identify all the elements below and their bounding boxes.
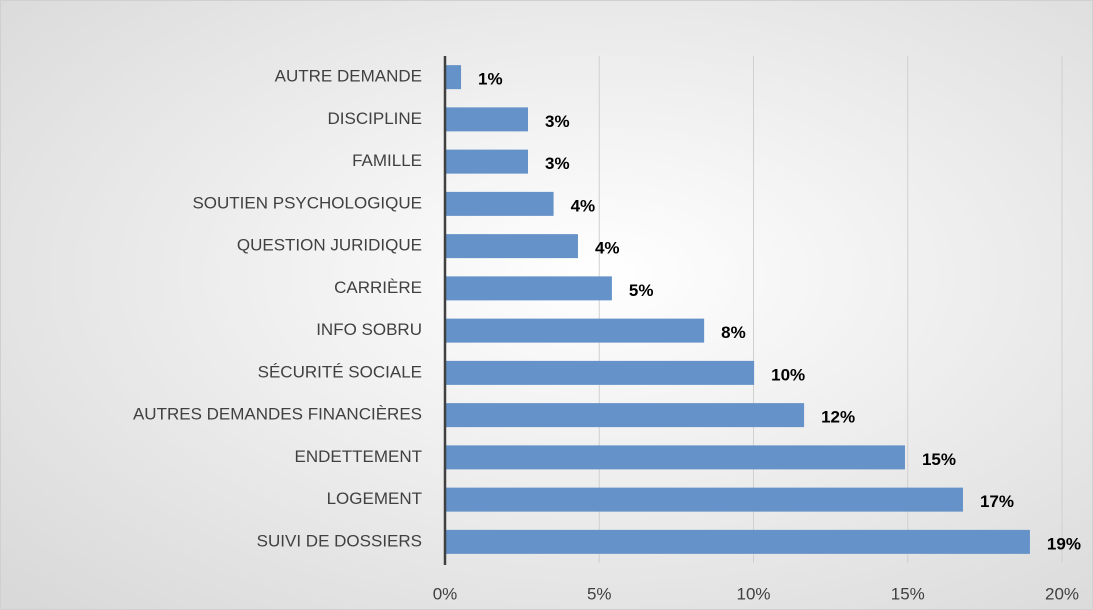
bar	[445, 234, 578, 259]
value-label: 4%	[571, 196, 596, 215]
value-label: 3%	[545, 112, 570, 131]
value-label: 8%	[721, 323, 746, 342]
value-label: 4%	[595, 239, 620, 258]
value-label: 15%	[922, 450, 956, 469]
y-tick-label: LOGEMENT	[327, 489, 422, 508]
bar	[445, 445, 905, 470]
value-label: 17%	[980, 492, 1014, 511]
y-tick-label: SUIVI DE DOSSIERS	[257, 531, 422, 550]
bar	[445, 360, 755, 385]
bar	[445, 149, 528, 174]
x-tick-label: 15%	[891, 584, 925, 603]
x-tick-label: 20%	[1045, 584, 1079, 603]
bar	[445, 107, 528, 132]
x-tick-label: 5%	[587, 584, 612, 603]
value-label: 12%	[821, 408, 855, 427]
bar	[445, 403, 805, 428]
y-tick-label: SOUTIEN PSYCHOLOGIQUE	[192, 193, 422, 212]
bar	[445, 529, 1030, 554]
y-tick-label: INFO SOBRU	[316, 320, 422, 339]
y-tick-label: AUTRE DEMANDE	[275, 67, 422, 86]
bar	[445, 318, 705, 343]
value-label: 1%	[478, 70, 503, 89]
value-label: 3%	[545, 154, 570, 173]
y-tick-label: DISCIPLINE	[328, 109, 422, 128]
bar	[445, 487, 963, 512]
value-label: 10%	[771, 365, 805, 384]
bar	[445, 191, 554, 216]
value-label: 19%	[1047, 534, 1081, 553]
y-tick-label: CARRIÈRE	[334, 278, 422, 297]
y-tick-label: FAMILLE	[352, 151, 422, 170]
y-tick-label: QUESTION JURIDIQUE	[237, 236, 422, 255]
y-tick-label: AUTRES DEMANDES FINANCIÈRES	[133, 405, 422, 424]
value-label: 5%	[629, 281, 654, 300]
y-tick-label: ENDETTEMENT	[295, 447, 423, 466]
y-tick-label: SÉCURITÉ SOCIALE	[258, 362, 422, 381]
bar	[445, 65, 462, 90]
x-tick-label: 0%	[433, 584, 458, 603]
bar	[445, 276, 612, 301]
x-tick-label: 10%	[736, 584, 770, 603]
